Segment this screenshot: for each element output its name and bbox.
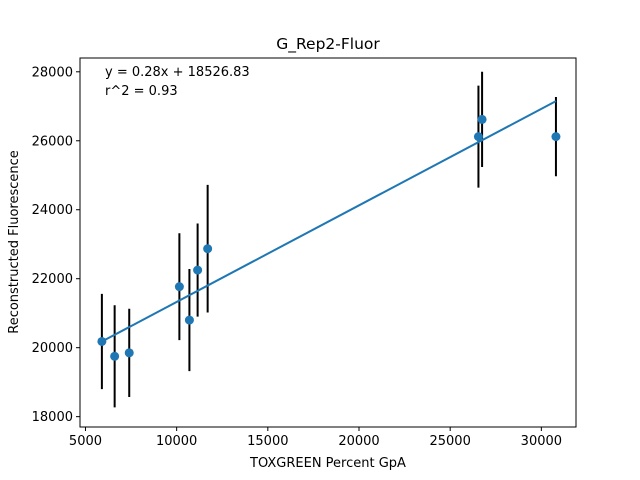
x-axis-ticks: 5000 10000 15000 20000 25000 30000 xyxy=(69,427,562,449)
x-tick-label: 30000 xyxy=(521,434,562,449)
data-point-9 xyxy=(551,132,561,142)
fit-line xyxy=(101,100,557,343)
y-tick-label: 24000 xyxy=(32,203,73,218)
data-point-1 xyxy=(110,351,120,361)
plot-area xyxy=(97,71,561,408)
axes-frame xyxy=(79,57,577,428)
data-point-3 xyxy=(174,282,184,292)
y-axis-ticks: 18000 20000 22000 24000 26000 28000 xyxy=(32,65,80,425)
data-point-6 xyxy=(203,244,213,254)
data-point-8 xyxy=(477,114,487,124)
y-axis-title: Reconstructed Fluorescence xyxy=(7,150,22,334)
data-point-5 xyxy=(193,265,203,275)
equation-annotation: y = 0.28x + 18526.83 xyxy=(105,65,250,80)
data-point-2 xyxy=(124,348,134,358)
x-tick-label: 20000 xyxy=(338,434,379,449)
y-tick-label: 26000 xyxy=(32,134,73,149)
x-tick-label: 10000 xyxy=(156,434,197,449)
x-axis-title: TOXGREEN Percent GpA xyxy=(249,456,406,471)
data-point-7 xyxy=(473,132,483,142)
x-tick-label: 25000 xyxy=(429,434,470,449)
data-point-4 xyxy=(184,315,194,325)
y-tick-label: 22000 xyxy=(32,272,73,287)
data-point-0 xyxy=(97,336,107,346)
r-squared-annotation: r^2 = 0.93 xyxy=(105,84,178,99)
x-tick-label: 15000 xyxy=(247,434,288,449)
y-tick-label: 18000 xyxy=(32,410,73,425)
y-tick-label: 28000 xyxy=(32,65,73,80)
chart-title: G_Rep2-Fluor xyxy=(276,35,380,54)
x-tick-label: 5000 xyxy=(69,434,102,449)
y-tick-label: 20000 xyxy=(32,341,73,356)
